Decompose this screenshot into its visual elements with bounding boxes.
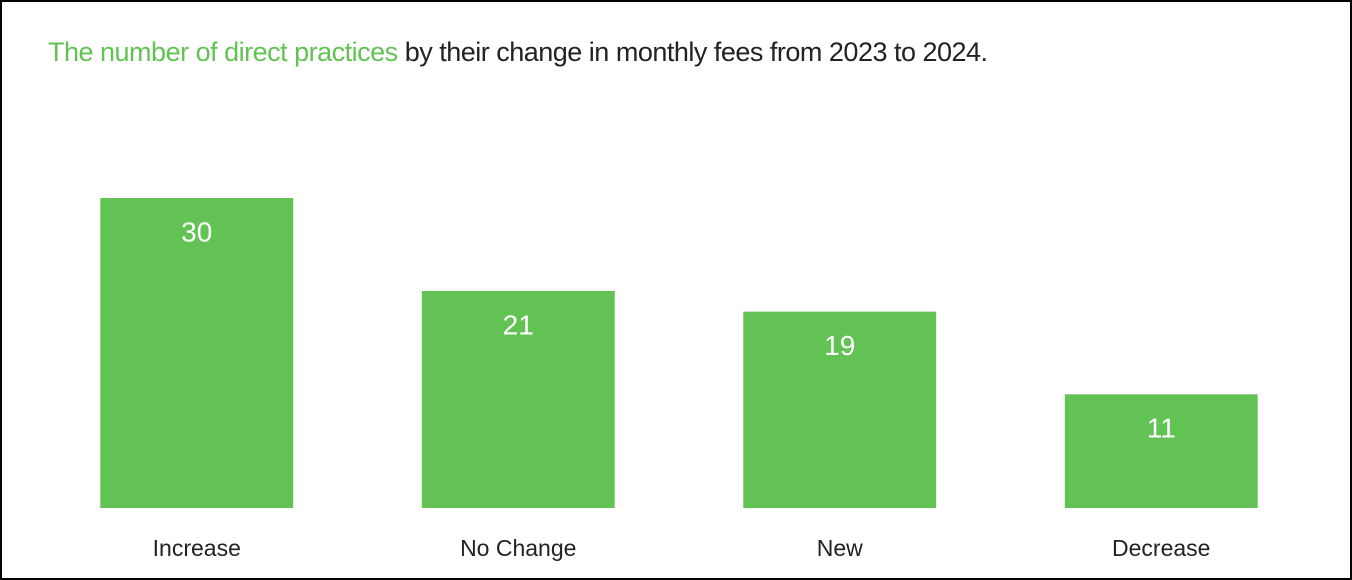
x-tick-label: New [817,535,863,561]
data-label: 19 [824,330,855,361]
x-tick-label: Decrease [1112,535,1210,561]
data-label: 30 [181,216,212,247]
bar [1064,394,1258,508]
chart-title: The number of direct practices by their … [48,26,1108,78]
title-rest: by their change in monthly fees from 202… [404,37,988,67]
x-tick-label: Increase [153,535,241,561]
bar [100,198,294,508]
x-tick-label: No Change [460,535,576,561]
bar [421,291,615,508]
data-label: 11 [1147,413,1176,444]
bar [743,311,937,508]
title-highlight: The number of direct practices [48,37,398,67]
data-label: 21 [503,309,534,340]
